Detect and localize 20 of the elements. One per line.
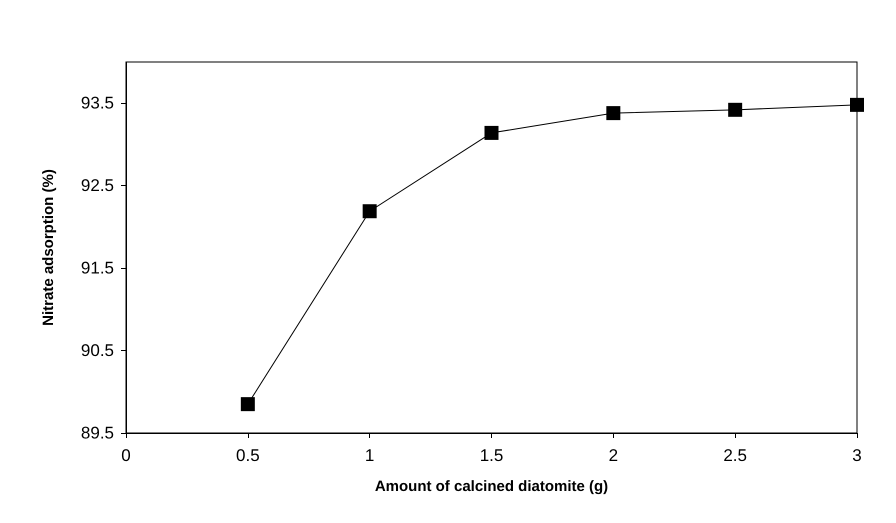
y-tick-label: 92.5	[80, 176, 114, 196]
x-tick-label: 0	[121, 446, 131, 465]
point	[362, 204, 377, 218]
point	[240, 397, 255, 412]
x-tick-label: 1.5	[480, 446, 504, 465]
y-axis-title: Nitrate adsorption (%)	[40, 169, 57, 326]
x-tick-label: 2	[608, 446, 618, 465]
y-tick-label: 89.5	[80, 424, 114, 442]
point	[484, 126, 498, 140]
y-tick-label: 90.5	[80, 341, 114, 360]
x-tick-label: 3	[852, 446, 862, 465]
x-tick-label: 2.5	[723, 446, 747, 465]
point	[606, 106, 620, 120]
y-tick-label: 93.5	[80, 94, 114, 113]
x-tick-label: 1	[364, 446, 374, 465]
point	[850, 98, 864, 112]
x-axis-title: Amount of calcined diatomite (g)	[374, 478, 608, 495]
point	[728, 102, 742, 117]
y-tick-label: 91.5	[80, 258, 114, 278]
x-tick-label: 0.5	[236, 446, 260, 465]
